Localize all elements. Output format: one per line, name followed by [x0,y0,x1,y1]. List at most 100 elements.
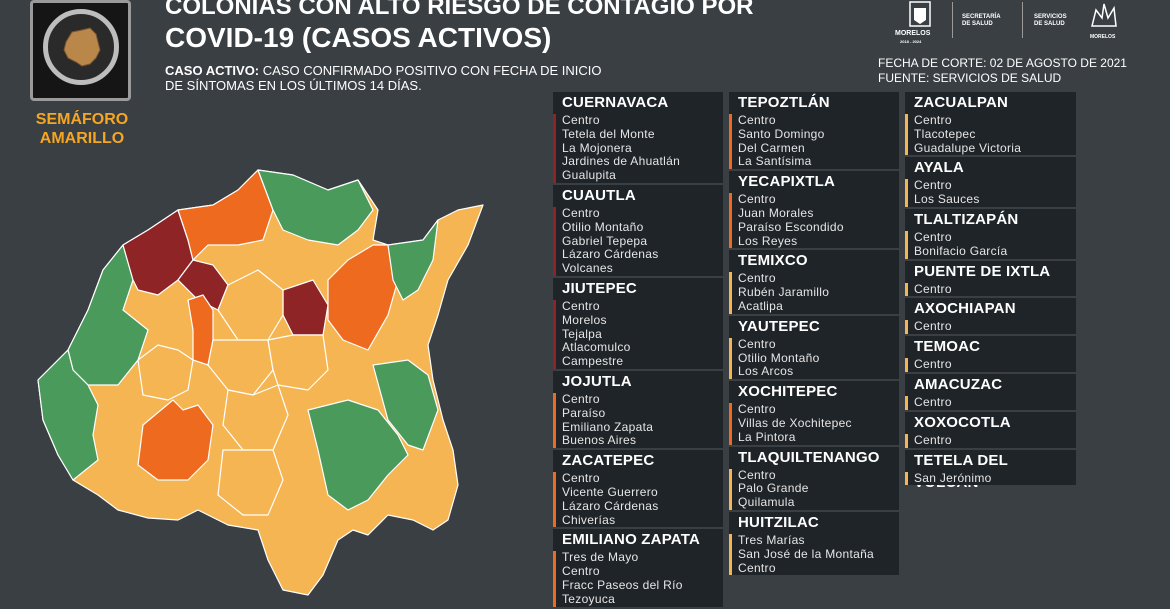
colonia-item: Centro [562,471,600,486]
municipio-name: TEMOAC [905,336,1076,359]
colonia-item: La Pintora [738,429,796,444]
colonias-list: Centro Otilio Montaño Los Arcos [729,337,899,380]
colonia-item: Santo Domingo [738,126,825,141]
colonia-item: Gualupita [562,168,617,183]
colonia-item: Los Arcos [738,364,794,379]
municipios-column-3: ZACUALPAN Centro Tlacotepec Guadalupe Vi… [905,92,1076,491]
colonias-list: Centro Morelos Tejalpa Atlacomulco Campe… [553,298,723,369]
colonia-item: Los Reyes [738,233,798,248]
municipio-name: CUERNAVACA [553,92,723,114]
colonia-item: Lázaro Cárdenas [562,247,659,262]
colonias-list: Centro Tlacotepec Guadalupe Victoria [905,113,1076,156]
municipio-block: PUENTE DE IXTLA Centro [905,260,1076,297]
municipio-name: JIUTEPEC [553,277,723,300]
servicios-line2: DE SALUD [1034,21,1065,27]
colonia-item: Centro [914,394,952,409]
colonia-item: Centro [738,192,776,207]
municipio-name: YECAPIXTLA [729,171,899,194]
morelos-logo-subtext: 2018 - 2024 [900,39,922,44]
colonias-list: San Jerónimo [905,471,1076,486]
municipio-block: ZACATEPEC Centro Vicente Guerrero Lázaro… [553,450,723,528]
risk-bar [729,272,732,314]
municipio-block: TEPOZTLÁN Centro Santo Domingo Del Carme… [729,92,899,170]
municipio-block: YAUTEPEC Centro Otilio Montaño Los Arcos [729,315,899,380]
risk-bar [905,179,908,207]
colonias-list: Centro [905,394,1076,410]
municipio-block: XOCHITEPEC Centro Villas de Xochitepec L… [729,381,899,445]
colonia-item: Centro [914,113,952,127]
colonia-item: La Santísima [738,154,812,169]
colonia-item: Rubén Jaramillo [738,285,830,300]
definition: CASO ACTIVO: CASO CONFIRMADO POSITIVO CO… [165,63,605,93]
colonia-item: Chiverías [562,512,616,527]
municipality-region [257,169,374,246]
colonia-item: Acatlipa [738,298,784,313]
colonia-item: Tres de Mayo [562,550,639,565]
colonias-list: Centro [905,432,1076,448]
risk-bar [905,230,908,259]
secretaria-line2: DE SALUD [962,21,993,27]
municipality-region [267,334,329,391]
colonia-item: Centro [562,205,600,220]
semaforo-label-line2: AMARILLO [39,130,125,147]
colonia-item: Quilamula [738,495,795,510]
colonias-list: Centro Paraíso Emiliano Zapata Buenos Ai… [553,392,723,449]
municipio-block: AXOCHIAPAN Centro [905,298,1076,335]
risk-bar [905,395,908,410]
colonia-item: Centro [914,432,952,447]
colonias-list: Centro Otilio Montaño Gabriel Tepepa Láz… [553,205,723,276]
colonia-item: Juan Morales [738,205,814,220]
logos-bar: MORELOS 2018 - 2024 SECRETARÍA DE SALUD … [890,0,1130,46]
colonia-item: Volcanes [562,261,614,276]
colonias-list: Centro Bonifacio García [905,229,1076,259]
colonia-item: Jardines de Ahuatlán [562,154,681,169]
municipio-block: JIUTEPEC Centro Morelos Tejalpa Atlacomu… [553,277,723,369]
risk-bar [905,433,908,448]
colonia-item: Centro [562,298,600,313]
colonia-item: Otilio Montaño [738,350,820,365]
municipio-block: YECAPIXTLA Centro Juan Morales Paraíso E… [729,171,899,249]
servicios-line1: SERVICIOS [1034,14,1067,20]
municipality-region [137,399,214,481]
colonias-list: Centro Palo Grande Quilamula [729,467,899,510]
municipio-name: TEMIXCO [729,250,899,273]
colonia-item: La Mojonera [562,140,633,155]
ssm-logo-text: MORELOS [1090,34,1116,40]
colonia-item: Centro [738,271,776,286]
risk-bar [553,551,556,607]
semaforo-label: SEMÁFORO AMARILLO [20,110,144,148]
colonias-list: Centro Villas de Xochitepec La Pintora [729,402,899,445]
risk-bar [905,114,908,156]
colonias-list: Centro [905,282,1076,297]
risk-bar [905,471,908,486]
municipio-name: PUENTE DE IXTLA [905,260,1076,283]
municipio-name: AYALA [905,157,1076,180]
fecha-fuente: FECHA DE CORTE: 02 DE AGOSTO DE 2021 FUE… [878,56,1127,86]
municipio-block: AYALA Centro Los Sauces [905,157,1076,207]
colonia-item: Centro [738,467,776,482]
ssm-logo-icon [1091,3,1117,27]
colonia-item: Centro [914,229,952,244]
risk-bar [553,206,556,276]
municipios-column-2: TEPOZTLÁN Centro Santo Domingo Del Carme… [729,92,899,577]
municipio-name: HUITZILAC [729,511,899,534]
municipality-region [387,219,439,301]
municipio-block: TLAQUILTENANGO Centro Palo Grande Quilam… [729,446,899,510]
colonia-item: Centro [914,357,952,372]
municipality-region [327,244,399,351]
colonia-item: Lázaro Cárdenas [562,498,659,513]
colonia-item: Centro [914,319,952,334]
morelos-state-icon [63,27,101,67]
municipio-name: AMACUZAC [905,373,1076,396]
colonia-item: Bonifacio García [914,243,1008,258]
colonia-item: Los Sauces [914,192,980,207]
municipio-name: TLALTIZAPÁN [905,208,1076,231]
municipality-region [177,169,274,261]
municipio-name: XOCHITEPEC [729,381,899,404]
municipality-region [217,449,284,516]
colonia-item: Centro [914,178,952,193]
morelos-logo-text: MORELOS [895,30,931,37]
colonia-item: Centro [562,113,600,127]
municipio-block: AMACUZAC Centro [905,373,1076,410]
colonias-list: Centro Rubén Jaramillo Acatlipa [729,271,899,314]
